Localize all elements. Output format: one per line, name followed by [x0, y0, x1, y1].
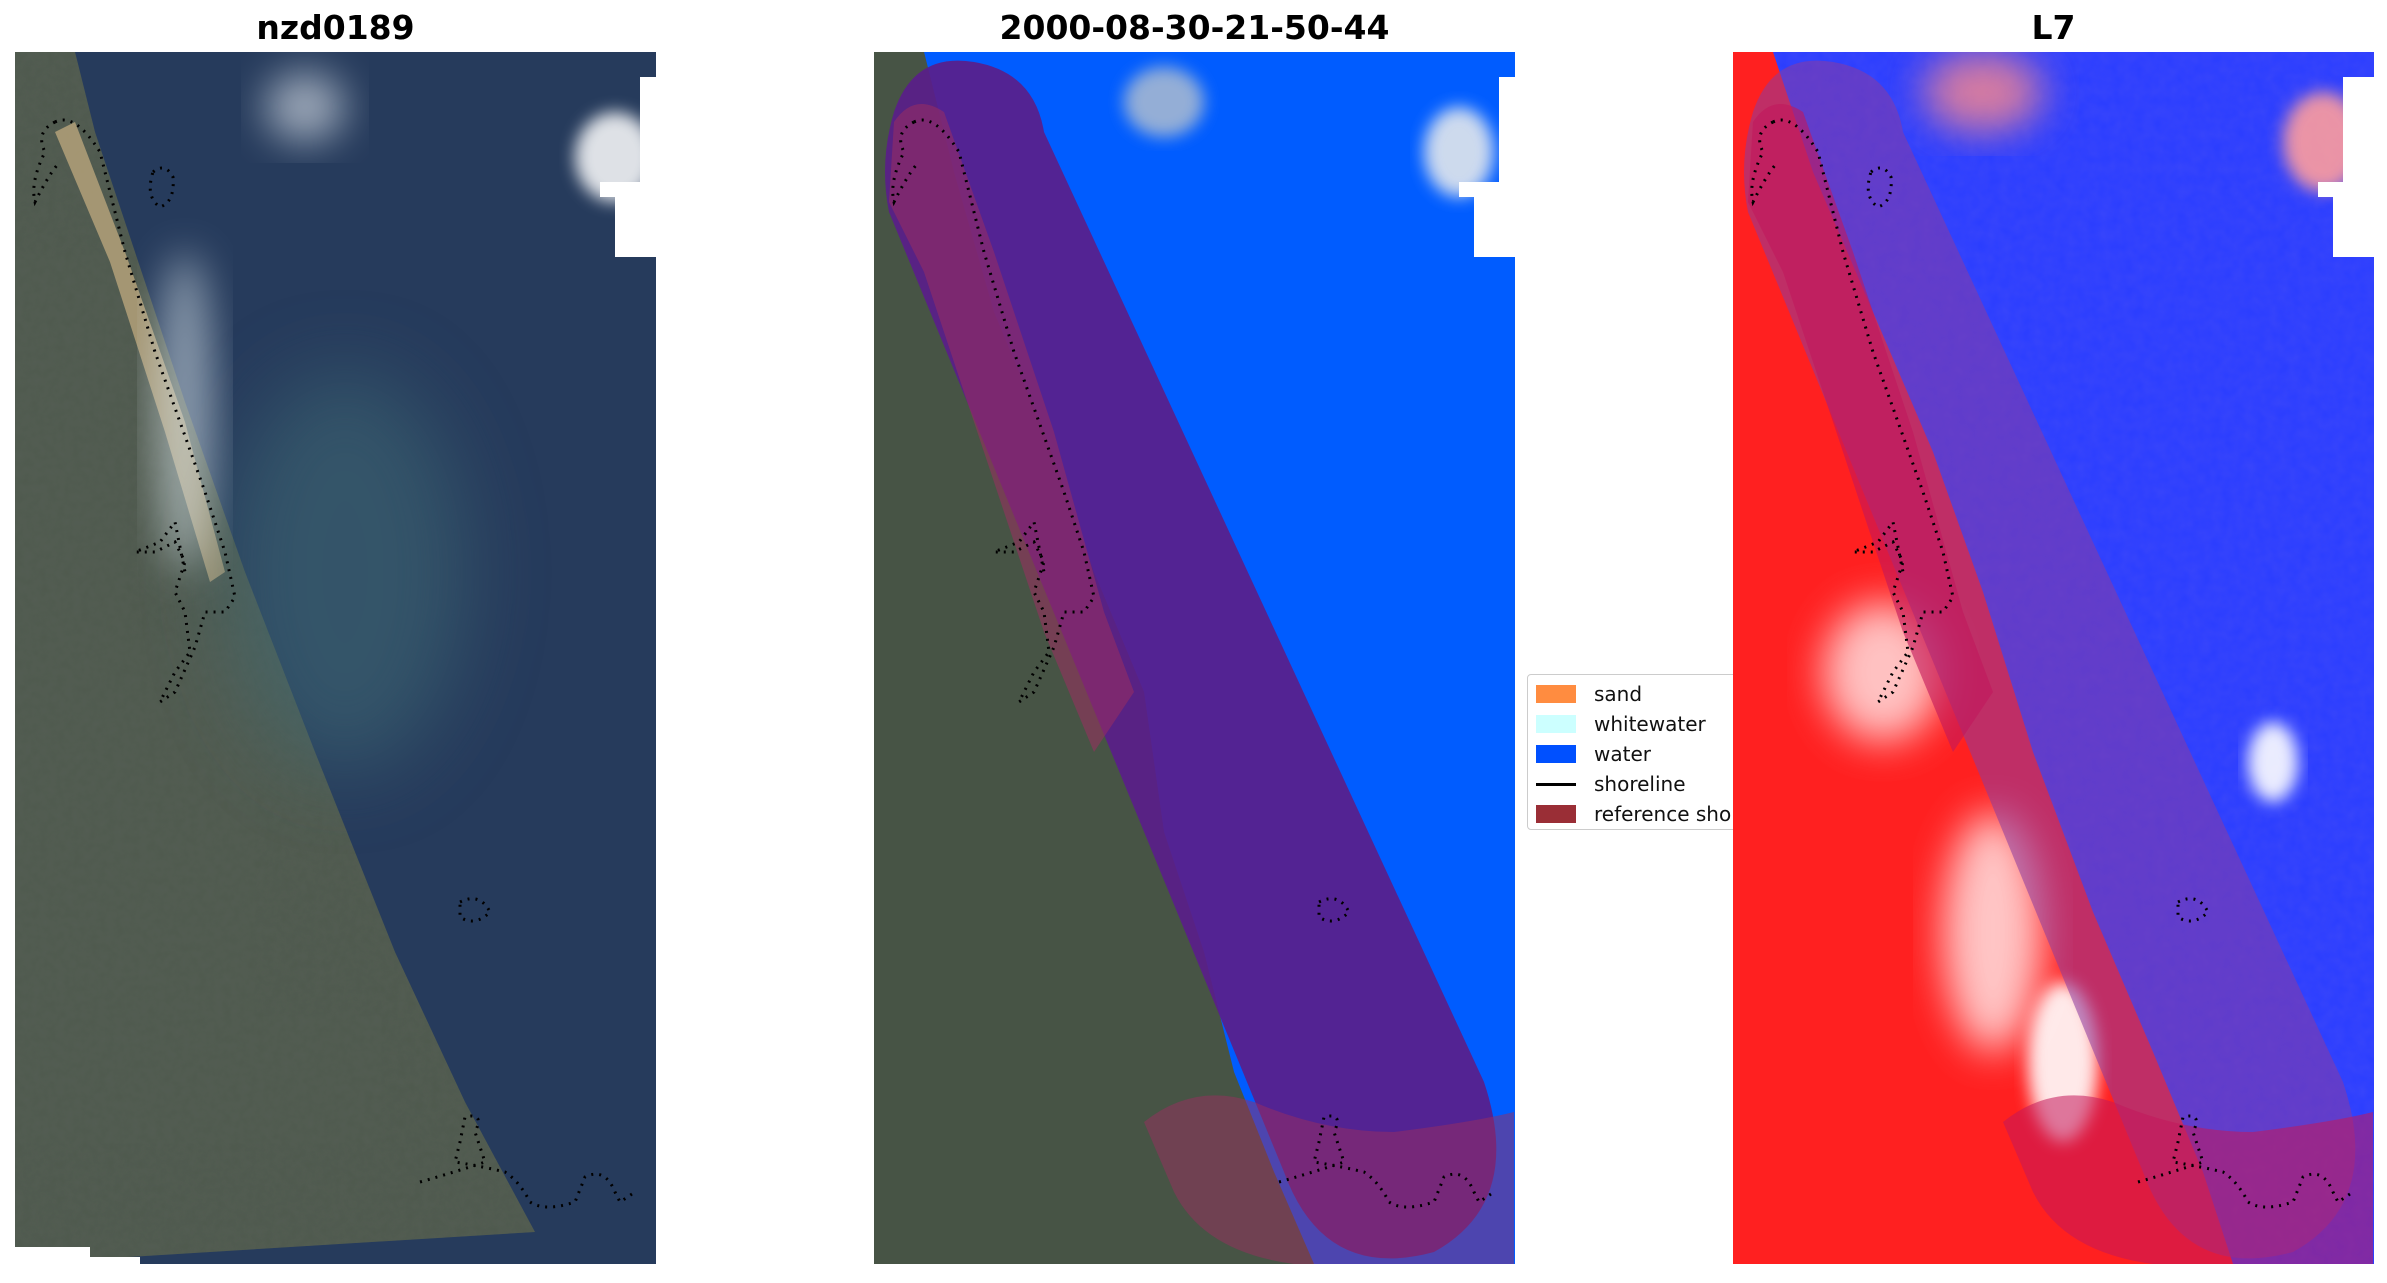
- panel-title-index: L7: [2031, 8, 2076, 47]
- cloud-2: [575, 112, 655, 202]
- cloud-1: [1124, 67, 1204, 137]
- reference-shoreline-dotted-2: [1750, 120, 1780, 207]
- rgb-image-panel: [15, 52, 656, 1264]
- nodata-corner: [600, 77, 656, 257]
- legend-item-whitewater: whitewater: [1536, 711, 1706, 737]
- reference-shoreline-dotted-5: [2137, 1114, 2354, 1209]
- legend-item-sand: sand: [1536, 681, 1642, 707]
- panel-title-rgb: nzd0189: [256, 8, 415, 47]
- reference-shoreline-band: [889, 104, 1134, 752]
- legend-swatch-reference-shoreline: [1536, 805, 1576, 823]
- reference-shoreline-band-lower: [1144, 1095, 1514, 1264]
- legend-label-whitewater: whitewater: [1594, 712, 1706, 736]
- index-white-patch-2: [1943, 812, 2043, 1052]
- surf-foam: [155, 252, 215, 572]
- index-white-patch-4: [2248, 722, 2298, 802]
- reference-shoreline-band: [1748, 104, 1993, 752]
- reference-shoreline-band-lower: [2003, 1095, 2373, 1264]
- index-image-panel: [1733, 52, 2374, 1264]
- legend: sand whitewater water shoreline referenc…: [1527, 674, 1757, 830]
- legend-swatch-whitewater: [1536, 715, 1576, 733]
- nodata-bottom: [15, 1247, 140, 1264]
- reference-shoreline-dotted-5: [1278, 1114, 1495, 1209]
- legend-label-sand: sand: [1594, 682, 1643, 706]
- cloud-2: [1424, 107, 1494, 197]
- reference-shoreline-dotted-5: [419, 1114, 636, 1209]
- legend-swatch-shoreline: [1536, 782, 1576, 786]
- cloud-1: [265, 72, 345, 142]
- index-cloud-1: [1923, 52, 2043, 132]
- legend-item-shoreline: shoreline: [1536, 771, 1686, 797]
- legend-swatch-sand: [1536, 685, 1576, 703]
- legend-item-reference-shoreline: reference shoreline: [1536, 801, 1756, 827]
- buffer-zone: [885, 60, 1497, 1259]
- legend-label-shoreline: shoreline: [1594, 772, 1686, 796]
- buffer-zone: [1744, 60, 2356, 1259]
- reference-shoreline-dotted-2: [891, 120, 921, 207]
- shallow-water: [225, 372, 465, 772]
- panel-title-classified: 2000-08-30-21-50-44: [999, 8, 1390, 47]
- legend-label-reference-shoreline: reference shoreline: [1594, 802, 1756, 826]
- legend-swatch-water: [1536, 745, 1576, 763]
- classified-image-panel: [874, 52, 1515, 1264]
- nodata-corner: [1459, 77, 1515, 257]
- legend-label-water: water: [1594, 742, 1651, 766]
- reference-shoreline-dotted-2: [32, 120, 62, 207]
- legend-item-water: water: [1536, 741, 1651, 767]
- nodata-corner: [2318, 77, 2374, 257]
